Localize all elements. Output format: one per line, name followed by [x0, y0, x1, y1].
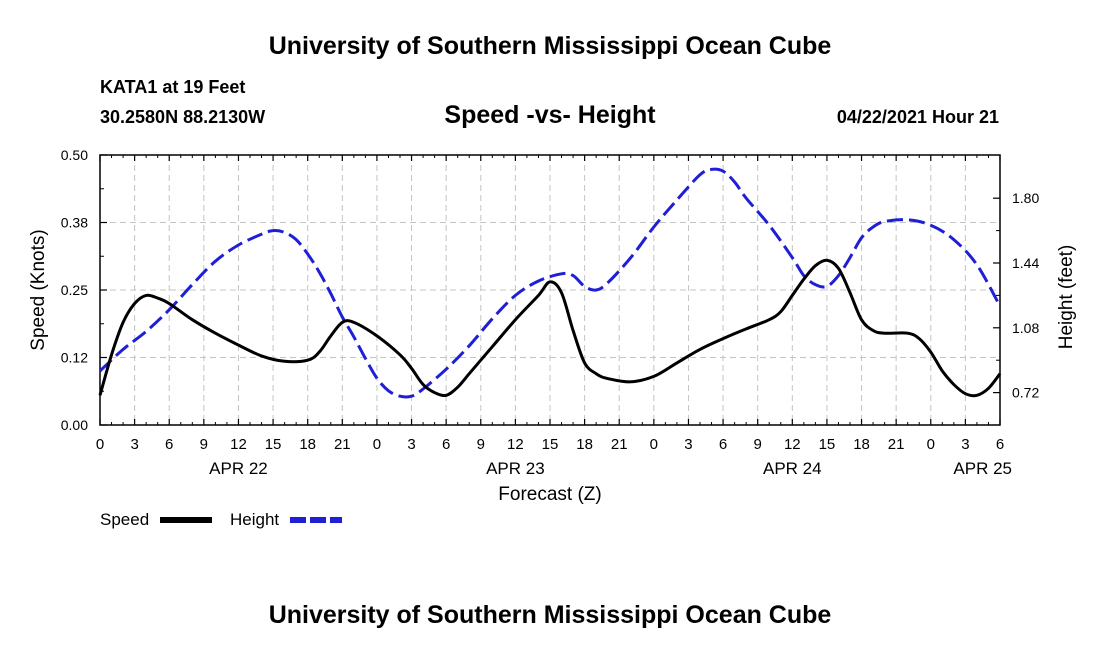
legend-speed-label: Speed	[100, 510, 149, 529]
station-label: KATA1 at 19 Feet	[100, 77, 246, 97]
x-tick-label: 18	[576, 436, 593, 453]
y-left-tick-label: 0.50	[61, 147, 88, 163]
y-right-tick-label: 1.44	[1012, 255, 1039, 271]
x-tick-label: 18	[299, 436, 316, 453]
y-left-tick-label: 0.25	[61, 282, 88, 298]
y-right-tick-label: 0.72	[1012, 385, 1039, 401]
y-left-axis-title: Speed (Knots)	[28, 229, 49, 350]
x-tick-label: 21	[611, 436, 628, 453]
x-tick-label: 6	[165, 436, 173, 453]
plot-title: Speed -vs- Height	[444, 101, 656, 129]
x-tick-label: 0	[373, 436, 381, 453]
y-right-axis-title: Height (feet)	[1056, 245, 1077, 350]
x-tick-label: 12	[784, 436, 801, 453]
x-tick-label: 6	[719, 436, 727, 453]
speed-series-line	[98, 258, 1002, 398]
x-tick-label: 0	[96, 436, 104, 453]
x-axis-title: Forecast (Z)	[498, 484, 601, 505]
y-left-tick-label: 0.38	[61, 215, 88, 231]
x-tick-label: 6	[442, 436, 450, 453]
date-label: APR 23	[486, 459, 545, 478]
x-tick-label: 9	[754, 436, 762, 453]
x-tick-label: 15	[819, 436, 836, 453]
x-tick-label: 0	[927, 436, 935, 453]
x-tick-label: 3	[407, 436, 415, 453]
y-right-tick-label: 1.08	[1012, 320, 1039, 336]
location-label: 30.2580N 88.2130W	[100, 107, 266, 127]
x-tick-label: 21	[334, 436, 351, 453]
date-label: APR 22	[209, 459, 268, 478]
x-tick-label: 21	[888, 436, 905, 453]
x-tick-label: 12	[507, 436, 524, 453]
x-tick-label: 9	[200, 436, 208, 453]
y-left-tick-label: 0.12	[61, 350, 88, 366]
y-right-tick-label: 1.80	[1012, 190, 1039, 206]
y-left-tick-label: 0.00	[61, 417, 88, 433]
x-tick-label: 18	[853, 436, 870, 453]
x-tick-label: 12	[230, 436, 247, 453]
x-tick-label: 0	[650, 436, 658, 453]
footer-title: University of Southern Mississippi Ocean…	[268, 601, 832, 629]
height-series-line	[98, 167, 1002, 399]
x-tick-label: 3	[961, 436, 969, 453]
x-tick-label: 3	[130, 436, 138, 453]
legend-height-label: Height	[230, 510, 279, 529]
date-label: APR 24	[763, 459, 822, 478]
x-tick-label: 3	[684, 436, 692, 453]
x-tick-label: 15	[265, 436, 282, 453]
x-tick-label: 6	[996, 436, 1004, 453]
x-tick-label: 9	[477, 436, 485, 453]
x-tick-label: 15	[542, 436, 559, 453]
date-label: APR 25	[953, 459, 1012, 478]
datetime-label: 04/22/2021 Hour 21	[836, 107, 999, 127]
page-title: University of Southern Mississippi Ocean…	[268, 32, 832, 60]
